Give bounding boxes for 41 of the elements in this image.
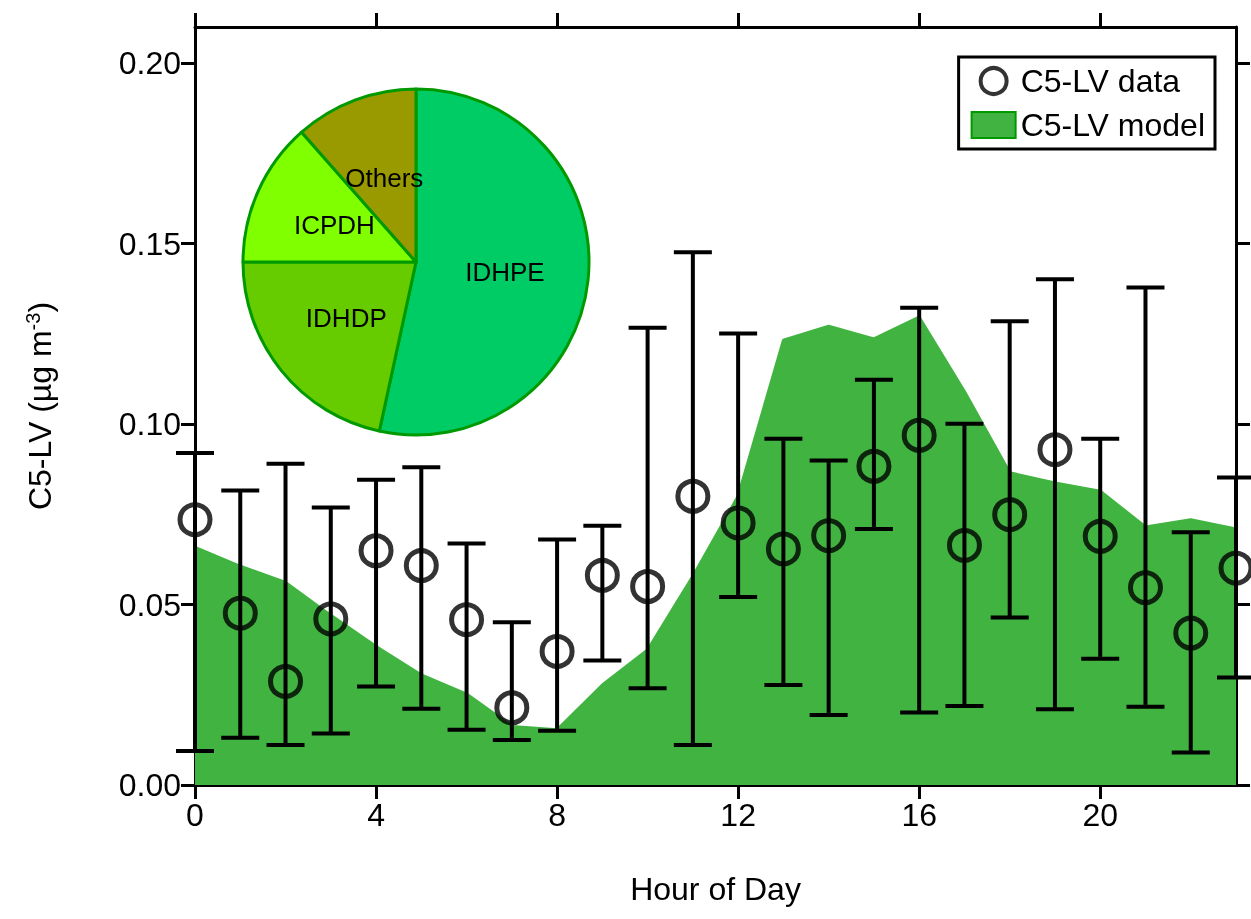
- x-tick-label: 16: [901, 797, 937, 833]
- x-axis-title: Hour of Day: [630, 871, 801, 907]
- point: [449, 602, 485, 638]
- slice-label: IDHDP: [305, 303, 387, 334]
- y-tick-label: 0.10: [118, 406, 181, 443]
- slice-label: IDHPE: [465, 256, 545, 287]
- point: [177, 502, 213, 538]
- y-axis-title: C5-LV (µg m-3): [22, 301, 58, 511]
- point: [856, 448, 892, 484]
- point: [584, 557, 620, 593]
- point: [675, 478, 711, 514]
- point: [992, 497, 1028, 533]
- point: [494, 690, 530, 726]
- point: [1128, 570, 1163, 606]
- legend-label: C5-LV data: [1020, 63, 1181, 99]
- point: [268, 663, 304, 699]
- x-tick-label: 20: [1082, 797, 1119, 833]
- point: [901, 417, 937, 453]
- point: [720, 505, 756, 541]
- point: [1173, 615, 1209, 651]
- slice-label: ICPDH: [293, 210, 375, 241]
- point: [222, 595, 258, 631]
- x-tick-label: 0: [186, 797, 204, 833]
- point: [811, 518, 847, 554]
- point: [358, 533, 394, 569]
- point: [946, 527, 982, 563]
- x-tick-label: 12: [720, 797, 756, 833]
- y-tick-label: 0.15: [118, 225, 181, 262]
- point: [1037, 432, 1073, 468]
- point: [1082, 518, 1118, 554]
- x-tick-label: 4: [367, 797, 385, 833]
- x-tick-label: 8: [548, 797, 566, 833]
- point: [313, 601, 349, 637]
- y-tick-label: 0.20: [118, 45, 181, 82]
- point: [630, 568, 666, 604]
- point: [765, 531, 801, 567]
- point: [403, 548, 439, 584]
- point: [539, 633, 575, 669]
- y-tick-label: 0.05: [118, 586, 181, 623]
- y-tick-label: 0.00: [118, 767, 181, 803]
- legend-label: C5-LV model: [1020, 107, 1205, 143]
